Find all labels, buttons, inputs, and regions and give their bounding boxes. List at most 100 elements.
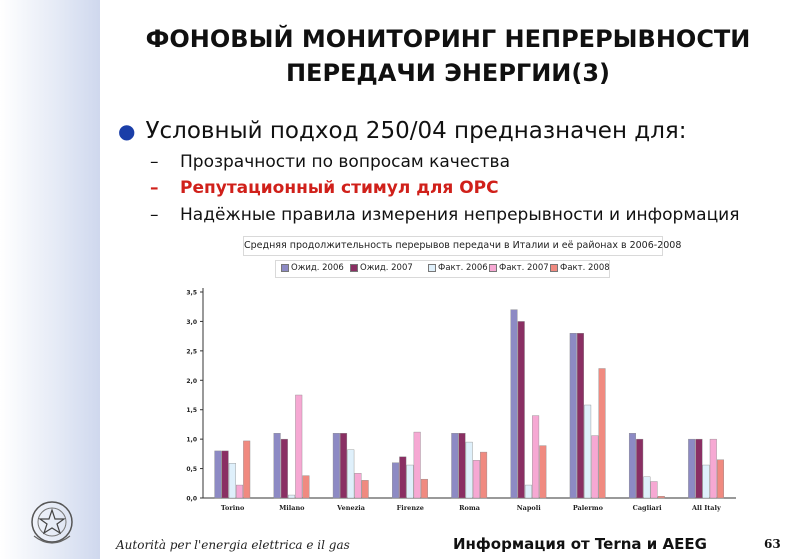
sub-item-3: – Надёжные правила измерения непрерывност… bbox=[150, 205, 739, 225]
legend-item: Факт. 2007 bbox=[489, 263, 549, 273]
bar bbox=[420, 478, 428, 499]
bar bbox=[657, 496, 665, 499]
bar bbox=[354, 473, 362, 499]
bar bbox=[539, 445, 547, 499]
bar bbox=[576, 333, 584, 499]
bar bbox=[451, 433, 459, 499]
bar bbox=[650, 481, 658, 499]
legend-swatch bbox=[550, 263, 558, 272]
x-tick-label: Milano bbox=[279, 504, 305, 512]
legend-item: Ожид. 2006 bbox=[281, 263, 344, 273]
y-tick-label: 1,0 bbox=[186, 437, 197, 444]
bar bbox=[480, 451, 488, 499]
title-line-1: ФОНОВЫЙ МОНИТОРИНГ НЕПРЕРЫВНОСТИ bbox=[145, 25, 751, 53]
dash-icon: – bbox=[150, 178, 159, 198]
x-tick-label: Cagliari bbox=[633, 504, 663, 512]
bar bbox=[332, 433, 340, 499]
bullet-dot-icon: ● bbox=[118, 119, 136, 143]
legend-label: Факт. 2007 bbox=[499, 263, 549, 273]
bar bbox=[243, 440, 251, 499]
bar bbox=[598, 368, 606, 499]
y-tick-label: 0,5 bbox=[186, 466, 197, 473]
bar bbox=[510, 309, 518, 499]
x-tick-label: Roma bbox=[459, 504, 481, 512]
main-bullet: ● Условный подход 250/04 предназначен для… bbox=[118, 118, 687, 144]
bar bbox=[636, 438, 644, 499]
bar bbox=[628, 433, 636, 499]
bar bbox=[302, 475, 310, 499]
bar bbox=[688, 438, 696, 499]
bar bbox=[584, 404, 592, 499]
bar-chart: 0,0 0,5 1,0 1,5 2,0 2,5 3,0 3,5 Torino Milano Vene… bbox=[186, 288, 736, 512]
bar bbox=[524, 484, 532, 499]
sub-item-text: Надёжные правила измерения непрерывности… bbox=[180, 205, 740, 225]
left-sidebar-gradient bbox=[0, 0, 100, 559]
legend-label: Ожид. 2006 bbox=[291, 263, 344, 273]
y-tick-label: 2,0 bbox=[186, 378, 197, 385]
chart-title: Средняя продолжительность перерывов пере… bbox=[243, 236, 681, 256]
bar bbox=[236, 484, 244, 499]
legend-label: Факт. 2006 bbox=[438, 263, 488, 273]
bar bbox=[517, 321, 525, 499]
bar bbox=[591, 435, 599, 499]
bar bbox=[643, 476, 651, 499]
x-tick-label: Napoli bbox=[517, 504, 542, 512]
sub-item-2: – Репутационный стимул для ОРС bbox=[150, 178, 499, 198]
bar bbox=[340, 433, 348, 499]
bar bbox=[413, 431, 421, 499]
y-tick-label: 0,0 bbox=[186, 496, 197, 503]
legend-swatch bbox=[350, 263, 358, 272]
footer-source: Информация от Terna и AEEG bbox=[453, 535, 707, 553]
bar bbox=[716, 459, 724, 499]
bar bbox=[273, 433, 281, 499]
x-tick-label: Firenze bbox=[397, 504, 424, 512]
sub-item-text: Репутационный стимул для ОРС bbox=[180, 178, 499, 198]
bar bbox=[406, 464, 414, 499]
title-line-2: ПЕРЕДАЧИ ЭНЕРГИИ(3) bbox=[285, 59, 611, 87]
slide-title: ФОНОВЫЙ МОНИТОРИНГ НЕПРЕРЫВНОСТИ ПЕРЕДАЧ… bbox=[100, 22, 796, 90]
chart-legend: Ожид. 2006 Ожид. 2007 Факт. 2006 Факт. 2… bbox=[275, 260, 610, 278]
sub-item-1: – Прозрачности по вопросам качества bbox=[150, 152, 510, 172]
bar bbox=[295, 394, 303, 499]
bar bbox=[465, 441, 473, 499]
y-tick-label: 2,5 bbox=[186, 348, 197, 355]
bar bbox=[361, 480, 369, 499]
dash-icon: – bbox=[150, 152, 159, 172]
legend-item: Факт. 2008 bbox=[550, 263, 610, 273]
page-number: 63 bbox=[764, 537, 781, 551]
x-tick-label: Venezia bbox=[336, 504, 366, 512]
legend-swatch bbox=[428, 263, 436, 272]
bar bbox=[702, 464, 710, 499]
main-bullet-text: Условный подход 250/04 предназначен для: bbox=[145, 118, 687, 144]
bar bbox=[399, 456, 407, 499]
y-tick-label: 1,5 bbox=[186, 407, 197, 414]
legend-label: Ожид. 2007 bbox=[360, 263, 413, 273]
bar bbox=[221, 450, 229, 499]
bar bbox=[569, 333, 577, 499]
x-tick-label: Torino bbox=[221, 504, 245, 512]
legend-item: Ожид. 2007 bbox=[350, 263, 413, 273]
bar bbox=[695, 438, 703, 499]
x-tick-label: All Italy bbox=[691, 504, 721, 512]
bar bbox=[347, 449, 355, 499]
bar bbox=[228, 463, 236, 499]
bar bbox=[214, 450, 222, 499]
bar bbox=[288, 494, 296, 499]
sub-item-text: Прозрачности по вопросам качества bbox=[180, 152, 510, 172]
bar bbox=[472, 460, 480, 499]
y-tick-label: 3,5 bbox=[186, 290, 197, 297]
dash-icon: – bbox=[150, 205, 159, 225]
emblem-icon bbox=[31, 501, 73, 544]
x-tick-label: Palermo bbox=[573, 504, 604, 512]
bar bbox=[709, 438, 717, 499]
bar bbox=[532, 415, 540, 499]
y-tick-label: 3,0 bbox=[186, 319, 197, 326]
legend-swatch bbox=[281, 263, 289, 272]
footer-organization: Autorità per l'energia elettrica e il ga… bbox=[116, 538, 350, 552]
bar bbox=[392, 462, 400, 499]
legend-item: Факт. 2006 bbox=[428, 263, 488, 273]
bar bbox=[280, 438, 288, 499]
legend-label: Факт. 2008 bbox=[560, 263, 610, 273]
legend-swatch bbox=[489, 263, 497, 272]
bar bbox=[458, 433, 466, 499]
